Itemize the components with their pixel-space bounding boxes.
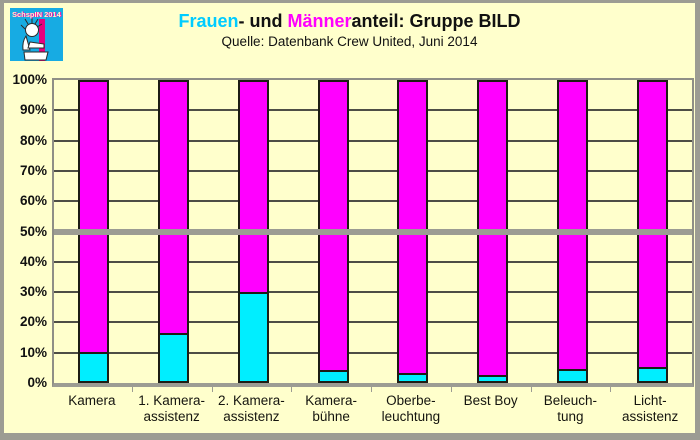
x-category-label-beleuch-tung: Beleuch-tung (531, 393, 611, 425)
gridline-40 (54, 260, 692, 263)
x-category-label-oberbe-leuchtung: Oberbe-leuchtung (371, 393, 451, 425)
bar-segment-frauen (319, 370, 347, 381)
y-tick-label-60: 60% (19, 193, 47, 209)
bar-segment-frauen (479, 374, 507, 381)
gridline-70 (54, 169, 692, 172)
x-axis-boundary-tick (211, 387, 213, 392)
gridline-60 (54, 200, 692, 203)
x-category-label-line: Licht- (633, 393, 667, 408)
x-axis-boundary-tick (610, 387, 612, 392)
schspin-logo: SchspIN 2014 (10, 8, 63, 61)
gridline-30 (54, 291, 692, 294)
x-axis-boundary-tick (291, 387, 293, 392)
x-category-label-line: Beleuch- (543, 393, 598, 408)
x-axis-boundary-tick (371, 387, 372, 392)
chart-title: Frauen- und Männeranteil: Gruppe BILD (4, 11, 695, 32)
y-tick-label-30: 30% (19, 284, 47, 300)
gridline-10 (54, 351, 692, 354)
y-tick-label-100: 100% (12, 72, 47, 87)
x-axis-boundary-tick (530, 387, 532, 392)
bar-segment-frauen (160, 332, 188, 381)
logo-figure-icon (20, 18, 49, 61)
x-category-label-line: 1. Kamera- (138, 393, 206, 408)
y-tick-label-40: 40% (19, 253, 47, 269)
x-category-label-1-kamera-assistenz: 1. Kamera-assistenz (132, 393, 212, 425)
x-category-label-kamera-b-hne: Kamera-bühne (291, 393, 371, 425)
x-axis-boundary-tick (131, 387, 133, 392)
x-category-label-licht-assistenz: Licht-assistenz (610, 393, 690, 425)
title-part: Männer (287, 11, 352, 31)
bar-segment-frauen (80, 352, 108, 381)
bar-segment-frauen (638, 367, 666, 381)
y-tick-label-10: 10% (19, 344, 47, 360)
x-category-label-line: 2. Kamera- (217, 393, 285, 408)
x-category-label-line: bühne (312, 409, 350, 424)
bar-segment-frauen (239, 291, 267, 381)
x-category-label-line: Kamera- (305, 393, 357, 408)
bar-segment-frauen (558, 368, 586, 381)
reference-line-50-percent (54, 228, 692, 235)
x-category-label-line: Oberbe- (386, 393, 436, 408)
x-category-label-kamera: Kamera (52, 393, 132, 409)
title-part: - und (238, 11, 288, 31)
x-category-label-line: assistenz (143, 409, 200, 424)
gridline-90 (54, 109, 692, 112)
chart-subtitle: Quelle: Datenbank Crew United, Juni 2014 (221, 34, 478, 49)
y-tick-label-50: 50% (19, 223, 47, 239)
x-category-label-best-boy: Best Boy (451, 393, 531, 409)
gridline-80 (54, 139, 692, 142)
x-category-label-line: assistenz (223, 409, 280, 424)
x-axis-labels: Kamera 1. Kamera-assistenz 2. Kamera-assis… (52, 387, 694, 433)
y-tick-label-20: 20% (19, 314, 47, 330)
y-tick-label-90: 90% (19, 102, 47, 118)
x-category-label-line: Kamera (68, 393, 116, 408)
y-tick-label-0: 0% (27, 375, 47, 390)
title-part: anteil: Gruppe BILD (351, 11, 521, 31)
x-axis-boundary-tick (450, 387, 452, 392)
y-axis-labels: 0% 10% 20% 30% 40% 50% 60% 70% 80% 90% 100% (4, 72, 47, 390)
logo-text: SchspIN 2014 (12, 10, 61, 19)
x-category-label-line: assistenz (621, 409, 679, 424)
y-tick-label-70: 70% (19, 162, 47, 178)
bar-segment-frauen (399, 373, 427, 381)
x-category-label-line: tung (557, 409, 584, 424)
gridline-20 (54, 321, 692, 324)
x-category-label-line: leuchtung (381, 409, 441, 424)
x-category-label-2-kamera-assistenz: 2. Kamera-assistenz (212, 393, 292, 425)
plot-area (52, 78, 694, 387)
y-tick-label-80: 80% (19, 132, 47, 148)
x-category-label-line: Best Boy (463, 393, 518, 408)
title-part: Frauen (178, 11, 239, 31)
